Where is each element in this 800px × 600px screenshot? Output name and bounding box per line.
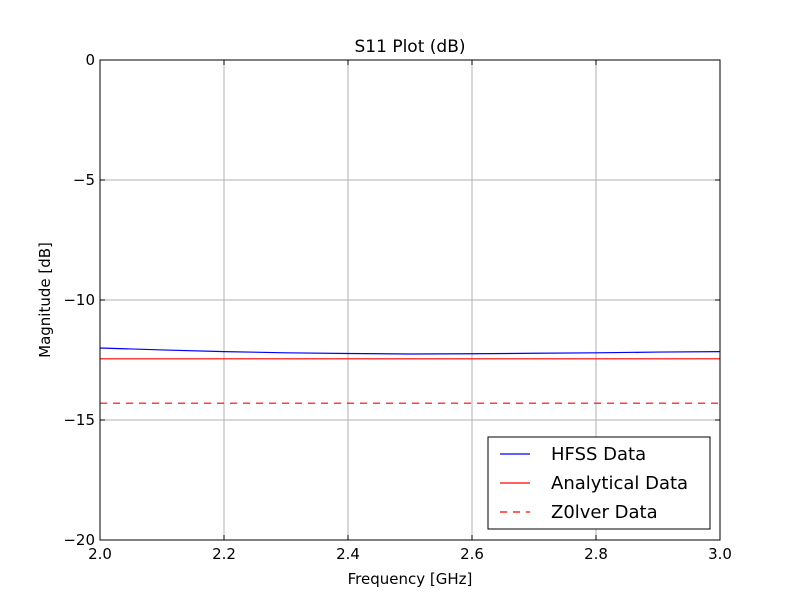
y-tick-label: −5 bbox=[73, 171, 95, 189]
legend-label-1: HFSS Data bbox=[551, 444, 646, 465]
y-tick-label: −20 bbox=[63, 531, 95, 549]
x-axis-label: Frequency [GHz] bbox=[348, 570, 473, 588]
legend-label-3: Z0lver Data bbox=[551, 502, 658, 523]
y-axis-label: Magnitude [dB] bbox=[36, 242, 54, 358]
series-layer bbox=[99, 347, 721, 404]
x-tick-label: 2.6 bbox=[460, 545, 484, 563]
y-tick-label: −15 bbox=[63, 411, 95, 429]
series-line-1 bbox=[99, 347, 721, 355]
x-tick-label: 2.0 bbox=[88, 545, 112, 563]
y-tick-label: 0 bbox=[85, 51, 95, 69]
x-tick-label: 2.4 bbox=[336, 545, 360, 563]
legend-label-2: Analytical Data bbox=[551, 473, 688, 494]
y-tick-label: −10 bbox=[63, 291, 95, 309]
axis-ticks: 2.0 2.2 2.4 2.6 2.8 3.0 0 −5 −10 −15 −20 bbox=[63, 51, 732, 563]
legend: HFSS Data Analytical Data Z0lver Data bbox=[487, 436, 711, 530]
x-tick-label: 2.2 bbox=[212, 545, 236, 563]
x-tick-label: 3.0 bbox=[708, 545, 732, 563]
chart-title: S11 Plot (dB) bbox=[355, 37, 466, 57]
x-tick-label: 2.8 bbox=[584, 545, 608, 563]
